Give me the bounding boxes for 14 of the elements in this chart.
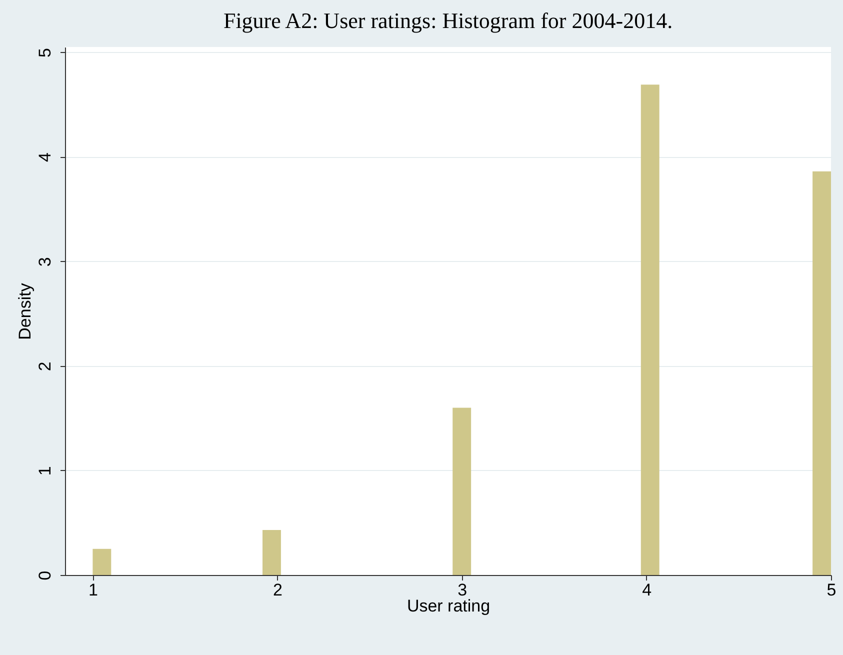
x-tick-label: 2	[273, 580, 282, 600]
y-axis-title: Density	[16, 282, 34, 340]
y-tick-label: 5	[36, 48, 54, 58]
y-tick-label: 2	[36, 362, 54, 372]
y-tick-label: 4	[36, 152, 54, 162]
y-tick-label: 1	[36, 466, 54, 476]
y-tick-label: 0	[36, 570, 54, 580]
x-tick-label: 3	[458, 580, 468, 600]
x-tick-label: 5	[826, 580, 836, 600]
y-tick-label: 3	[36, 257, 54, 267]
x-tick-label: 4	[642, 580, 652, 600]
x-tick-label: 1	[88, 580, 98, 600]
x-axis-title: User rating	[406, 596, 490, 616]
chart-title: Figure A2: User ratings: Histogram for 2004-2014.	[223, 8, 673, 33]
